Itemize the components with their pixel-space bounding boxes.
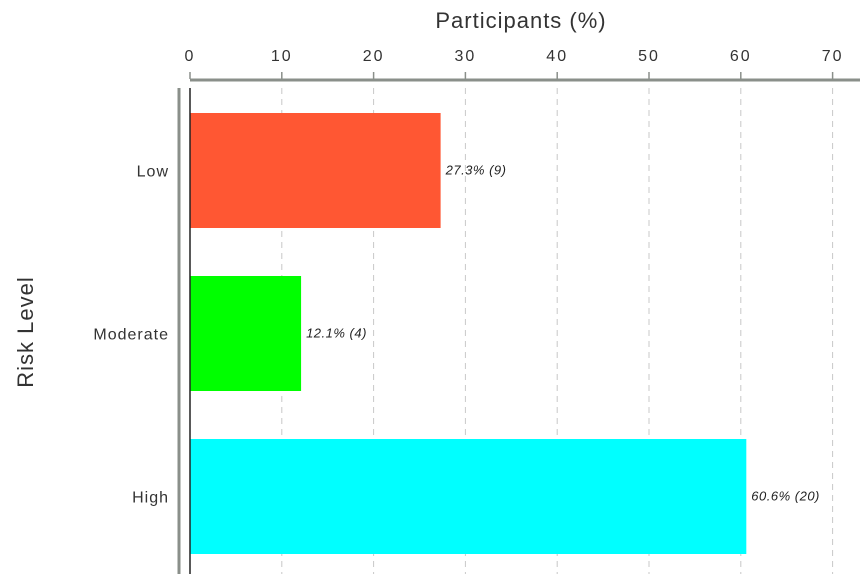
x-tick-label: 0: [185, 48, 196, 65]
bar-low: [190, 113, 441, 228]
x-tick-label: 40: [546, 48, 568, 65]
x-tick-label: 70: [822, 48, 844, 65]
x-tick-label: 30: [455, 48, 477, 65]
label-layer: 0 10 20 30 40 50 60 70 Low 27.3% (9) Moderate 12.1%…: [93, 48, 844, 507]
bar-data-label: 27.3% (9): [445, 163, 507, 178]
bar-moderate: [190, 276, 302, 391]
y-axis-title: Risk Level: [13, 276, 38, 387]
bar-high: [190, 439, 747, 554]
y-category-label: High: [132, 490, 169, 507]
axis-layer: [177, 72, 860, 574]
y-category-label: Low: [137, 164, 169, 181]
bar-data-label: 60.6% (20): [751, 489, 820, 504]
x-tick-label: 10: [271, 48, 293, 65]
x-tick-label: 50: [638, 48, 660, 65]
x-tick-label: 20: [363, 48, 385, 65]
bar-layer: [190, 113, 747, 554]
y-category-label: Moderate: [93, 327, 169, 344]
bar-data-label: 12.1% (4): [306, 326, 367, 341]
x-tick-label: 60: [730, 48, 752, 65]
x-axis-title: Participants (%): [435, 8, 606, 33]
